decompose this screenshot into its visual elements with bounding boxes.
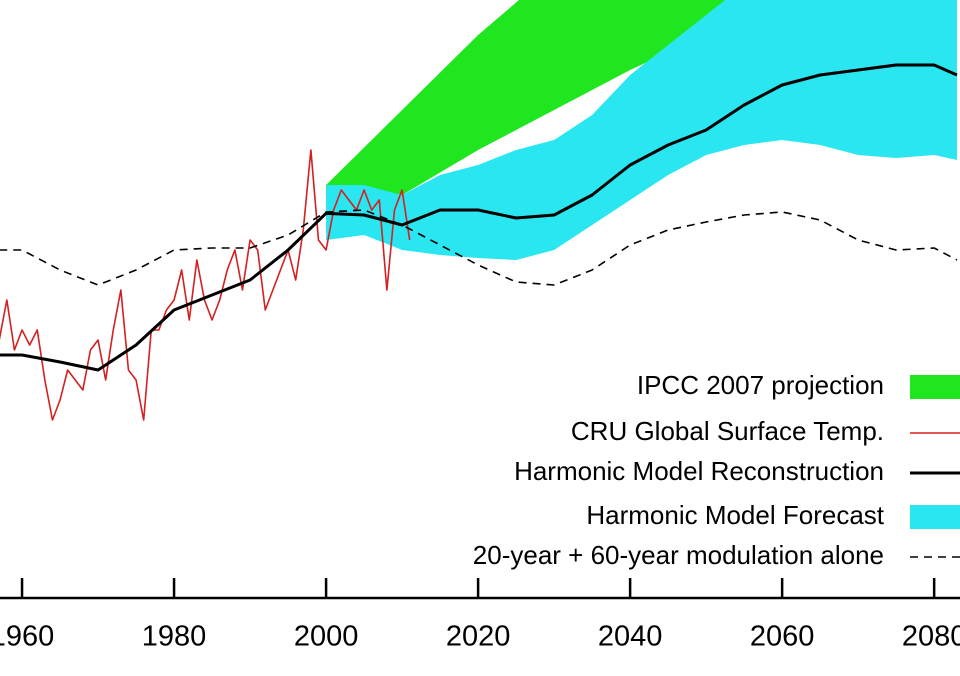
line — [0, 63, 958, 372]
x-tick-label: 2060 — [750, 621, 815, 653]
legend-label: CRU Global Surface Temp. — [571, 416, 884, 446]
legend-label: 20-year + 60-year modulation alone — [473, 540, 884, 570]
axis: 1960 1980 2000 2020 2040 2060 2080 — [0, 578, 960, 653]
band — [326, 0, 957, 260]
dashed-line — [0, 209, 958, 286]
legend-swatch — [910, 375, 960, 399]
x-tick-label: 2040 — [598, 621, 663, 653]
x-tick-label: 2000 — [294, 621, 359, 653]
legend-label: IPCC 2007 projection — [637, 370, 884, 400]
legend-swatch — [910, 505, 960, 529]
bands — [326, 0, 957, 260]
lines — [0, 63, 958, 421]
legend-label: Harmonic Model Forecast — [586, 500, 884, 530]
legend-label: Harmonic Model Reconstruction — [514, 456, 884, 486]
line — [0, 149, 411, 421]
x-tick-label: 2080 — [902, 621, 960, 653]
x-tick-label: 1960 — [0, 621, 54, 653]
x-tick-label: 2020 — [446, 621, 511, 653]
legend: IPCC 2007 projection CRU Global Surface T… — [473, 370, 960, 570]
x-tick-label: 1980 — [142, 621, 207, 653]
